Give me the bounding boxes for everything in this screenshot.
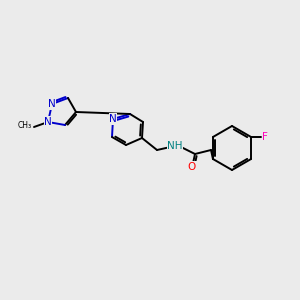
Text: CH₃: CH₃ — [18, 122, 32, 130]
Text: N: N — [44, 117, 52, 127]
Text: NH: NH — [167, 141, 183, 151]
Text: N: N — [109, 114, 117, 124]
Text: N: N — [48, 99, 56, 109]
Text: F: F — [262, 132, 268, 142]
Text: O: O — [188, 162, 196, 172]
